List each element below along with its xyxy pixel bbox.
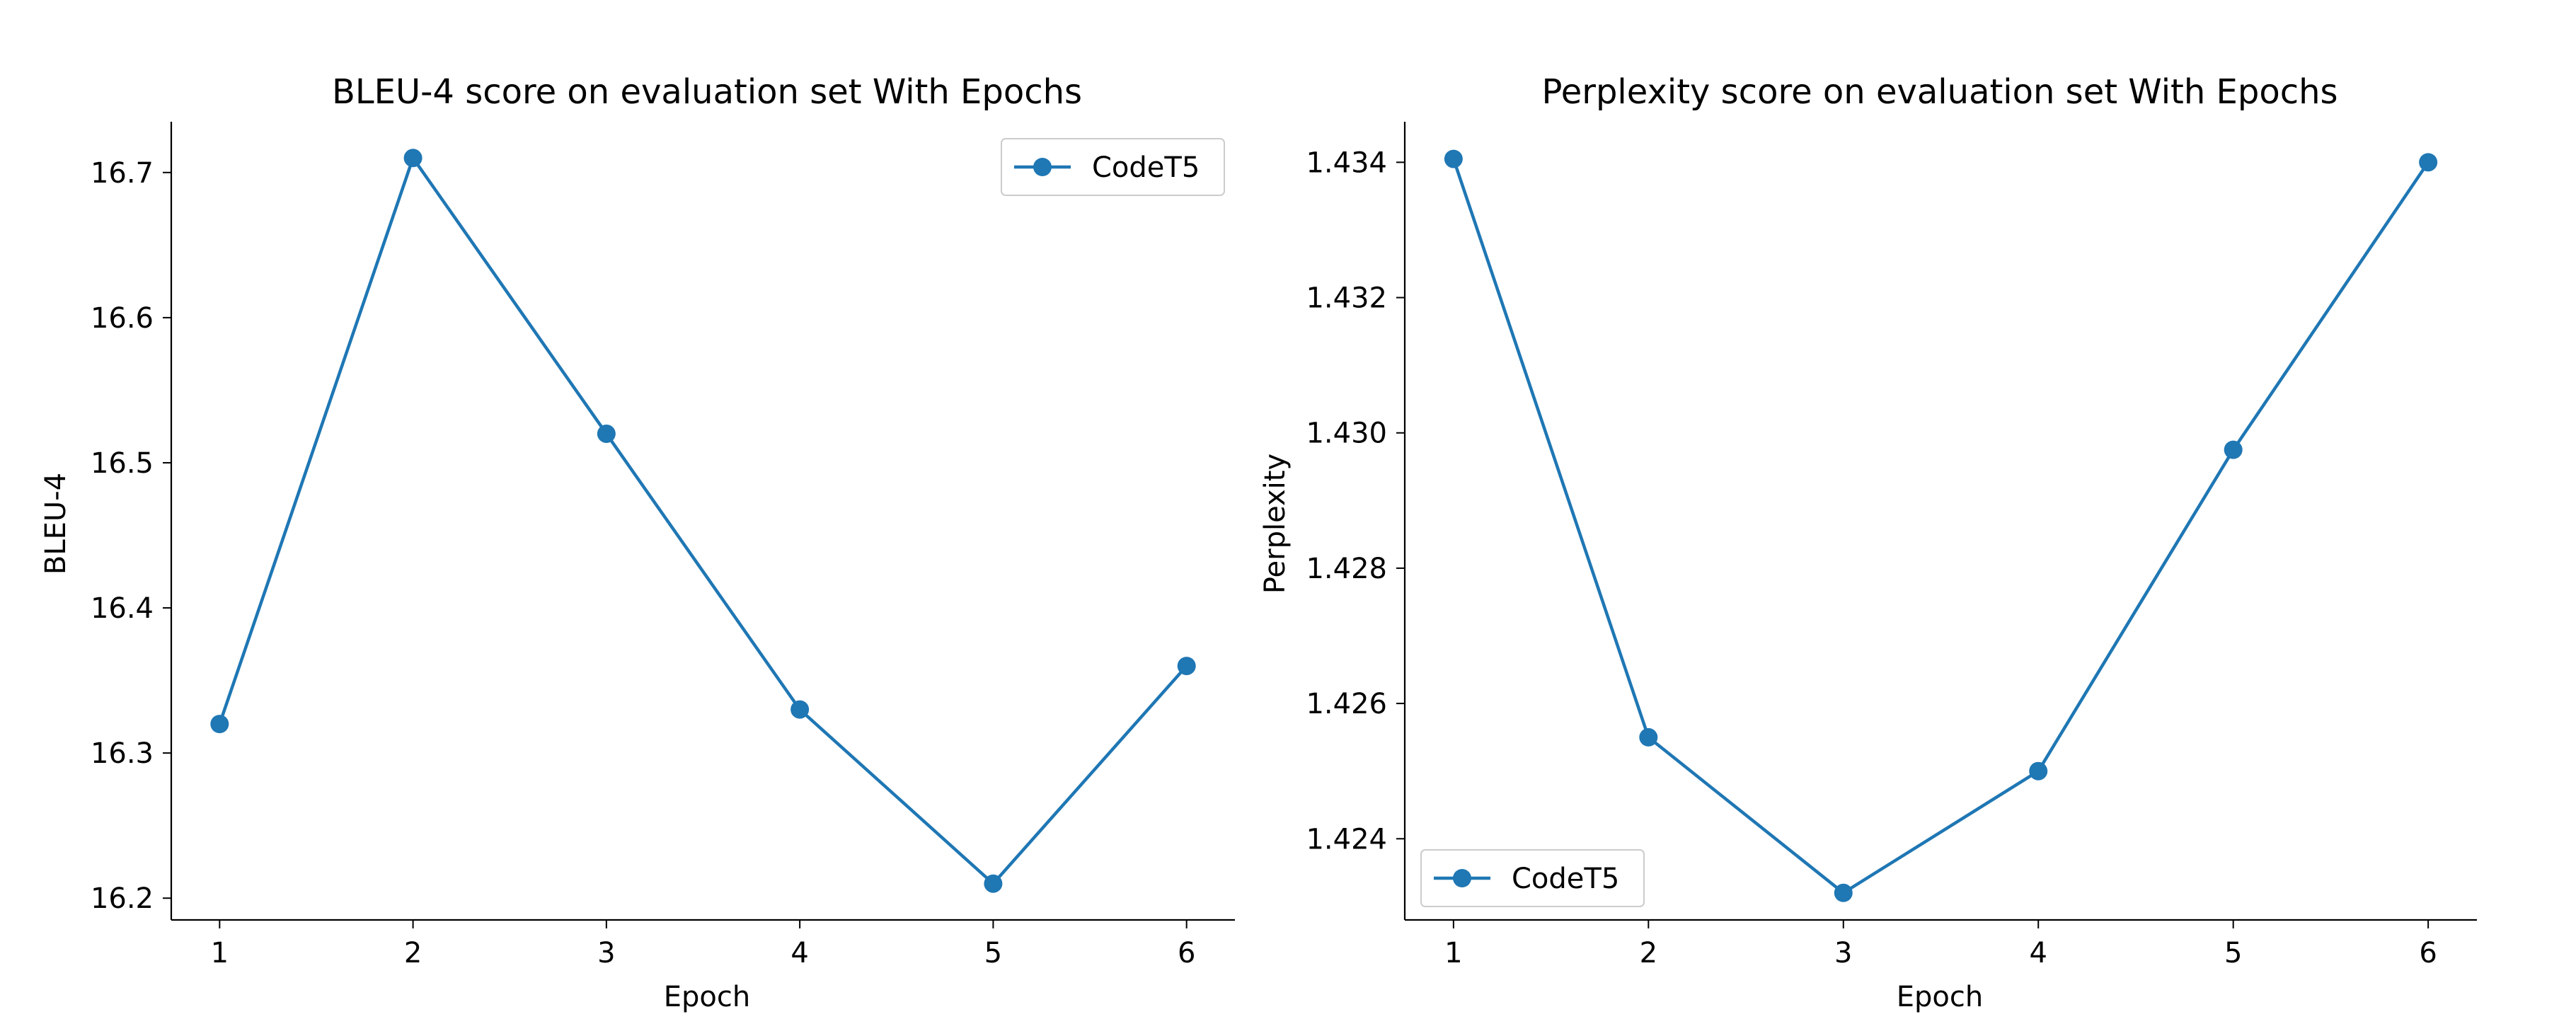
- data-point: [1444, 149, 1463, 168]
- y-tick-label: 1.430: [1306, 418, 1387, 450]
- x-tick-label: 3: [1834, 937, 1852, 969]
- y-axis-label: BLEU-4: [40, 473, 72, 575]
- data-point: [1834, 883, 1853, 902]
- data-point: [597, 424, 616, 443]
- y-tick-label: 16.3: [91, 737, 154, 770]
- x-tick-label: 1: [211, 937, 229, 969]
- x-tick-label: 3: [597, 937, 615, 969]
- y-tick-label: 16.5: [91, 447, 154, 480]
- x-tick-label: 6: [1178, 937, 1195, 969]
- x-tick-label: 5: [984, 937, 1002, 969]
- data-point: [790, 700, 810, 719]
- legend: CodeT5: [1420, 849, 1645, 907]
- data-point: [2224, 440, 2243, 459]
- data-point: [210, 715, 229, 734]
- plot-area: 1 2 3 4 5 6 1.424 1.426 1.428 1.430 1.432 1.434 Code…: [1306, 122, 2477, 969]
- chart-title: BLEU-4 score on evaluation set With Epoc…: [332, 72, 1082, 112]
- legend-box: [1420, 849, 1645, 907]
- chart-title: Perplexity score on evaluation set With …: [1541, 72, 2338, 112]
- data-point: [2029, 761, 2048, 781]
- y-axis-label: Perplexity: [1259, 454, 1292, 594]
- data-point: [1639, 727, 1658, 747]
- y-tick-label: 1.434: [1306, 146, 1387, 179]
- x-tick-label: 5: [2224, 937, 2242, 969]
- series-line: [218, 156, 1188, 885]
- x-tick-label: 2: [1640, 937, 1657, 969]
- y-tick-label: 16.4: [91, 592, 154, 625]
- bleu-chart: BLEU-4 score on evaluation set With Epoc…: [40, 72, 1235, 1013]
- y-tick-label: 16.7: [91, 157, 154, 190]
- perplexity-chart: Perplexity score on evaluation set With …: [1259, 72, 2477, 1013]
- legend-marker: [1033, 158, 1052, 176]
- x-tick-label: 2: [404, 937, 422, 969]
- x-axis-label: Epoch: [664, 981, 750, 1013]
- y-tick-label: 16.6: [91, 302, 154, 335]
- x-axis-label: Epoch: [1897, 981, 1983, 1013]
- data-point: [984, 874, 1003, 893]
- x-tick-label: 4: [2030, 937, 2047, 969]
- legend: CodeT5: [1001, 138, 1225, 196]
- y-tick-label: 1.428: [1306, 553, 1387, 585]
- y-tick-label: 1.426: [1306, 688, 1387, 720]
- x-tick-label: 6: [2419, 937, 2437, 969]
- legend-label: CodeT5: [1092, 151, 1200, 184]
- y-tick-label: 16.2: [91, 882, 154, 915]
- data-point: [1177, 657, 1196, 676]
- legend-box: [1001, 138, 1225, 196]
- legend-marker: [1453, 869, 1471, 887]
- x-tick-label: 4: [790, 937, 808, 969]
- y-tick-label: 1.424: [1306, 823, 1387, 856]
- data-point: [403, 149, 422, 168]
- x-tick-label: 1: [1444, 937, 1462, 969]
- series-line: [1451, 158, 2430, 895]
- legend-label: CodeT5: [1512, 863, 1619, 895]
- data-point: [2419, 153, 2438, 172]
- y-tick-label: 1.432: [1306, 282, 1387, 315]
- plot-area: 1 2 3 4 5 6 16.2 16.3 16.4 16.5 16.6 16.7 CodeT5: [91, 122, 1235, 969]
